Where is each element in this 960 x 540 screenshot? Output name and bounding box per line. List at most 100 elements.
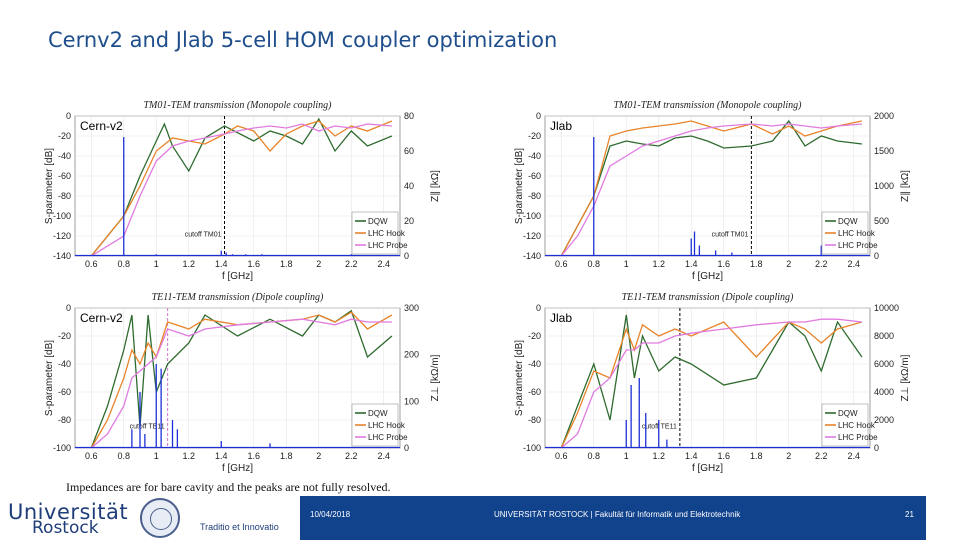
x-tick-label: 0.8 (117, 451, 130, 461)
x-tick-label: 0.6 (85, 451, 98, 461)
x-tick-label: 2.4 (377, 259, 390, 269)
y2-tick-label: 0 (404, 443, 409, 453)
x-tick-label: 1 (154, 259, 159, 269)
legend-label: LHC Probe (838, 241, 878, 250)
y2-tick-label: 1000 (874, 181, 894, 191)
x-axis-label: f [GHz] (692, 271, 723, 282)
y-axis-label: S-parameter [dB] (44, 340, 55, 416)
series-line (560, 120, 863, 257)
y2-tick-label: 4000 (874, 387, 894, 397)
y2-tick-label: 0 (874, 251, 879, 261)
x-tick-label: 1.6 (717, 259, 730, 269)
chart-svg: TM01-TEM transmission (Monopole coupling… (514, 100, 911, 282)
x-tick-label: 2 (316, 451, 321, 461)
plot-area (74, 115, 401, 257)
y2-tick-label: 500 (874, 216, 889, 226)
y-tick-label: -100 (523, 211, 541, 221)
series-line (90, 123, 392, 257)
x-tick-label: 0.6 (555, 259, 568, 269)
x-tick-label: 1 (154, 451, 159, 461)
legend-label: LHC Probe (368, 433, 408, 442)
x-tick-label: 2.4 (377, 451, 390, 461)
y-tick-label: -40 (528, 359, 541, 369)
logo-text-universitat: Universität (8, 500, 129, 524)
y-axis-label: S-parameter [dB] (514, 340, 525, 416)
x-tick-label: 0.8 (587, 259, 600, 269)
chart-title: TM01-TEM transmission (Monopole coupling… (143, 100, 332, 111)
x-tick-label: 1.4 (685, 451, 698, 461)
y2-tick-label: 20 (404, 216, 414, 226)
y-tick-label: 0 (66, 111, 71, 121)
y-tick-label: 0 (66, 303, 71, 313)
legend-label: DQW (838, 409, 858, 418)
x-tick-label: 1.8 (280, 259, 293, 269)
series-line (560, 321, 863, 449)
y-tick-label: -20 (528, 331, 541, 341)
chart-dipole-cern: TE11-TEM transmission (Dipole coupling) 0… (40, 288, 460, 478)
series-line (90, 120, 393, 257)
cutoff-label: cutoff TM01 (712, 231, 749, 238)
y2-tick-label: 2000 (874, 415, 894, 425)
panel-label: Cern-v2 (80, 311, 123, 325)
chart-monopole-cern: TM01-TEM transmission (Monopole coupling… (40, 96, 460, 286)
y-tick-label: -60 (58, 171, 71, 181)
y2-tick-label: 1500 (874, 146, 894, 156)
series-line (560, 123, 862, 257)
x-tick-label: 2.4 (847, 451, 860, 461)
footer: Universität Rostock Traditio et Innovati… (0, 496, 960, 540)
x-tick-label: 2 (786, 451, 791, 461)
y-tick-label: -20 (528, 131, 541, 141)
chart-title: TE11-TEM transmission (Dipole coupling) (622, 292, 794, 303)
legend-label: LHC Hook (838, 421, 876, 430)
panel-label: Jlab (550, 119, 572, 133)
x-tick-label: 1 (624, 259, 629, 269)
x-tick-label: 1.8 (750, 259, 763, 269)
x-tick-label: 1 (624, 451, 629, 461)
x-tick-label: 2 (786, 259, 791, 269)
y-tick-label: -100 (53, 211, 71, 221)
legend-label: LHC Hook (368, 229, 406, 238)
y2-axis-label: Z∥ [kΩ] (900, 170, 911, 202)
panel-label: Jlab (550, 311, 572, 325)
y-tick-label: -20 (58, 331, 71, 341)
series-line (90, 117, 393, 257)
y-tick-label: -80 (58, 191, 71, 201)
legend-label: LHC Probe (368, 241, 408, 250)
impedance-note: Impedances are for bare cavity and the p… (66, 480, 391, 494)
x-tick-label: 1.2 (652, 259, 665, 269)
y2-tick-label: 80 (404, 111, 414, 121)
chart-title: TM01-TEM transmission (Monopole coupling… (613, 100, 802, 111)
y-tick-label: -60 (528, 387, 541, 397)
legend-label: DQW (368, 409, 388, 418)
series-line (560, 318, 862, 449)
y-tick-label: -40 (528, 151, 541, 161)
y-tick-label: -60 (58, 387, 71, 397)
y-tick-label: -40 (58, 151, 71, 161)
x-tick-label: 0.8 (117, 259, 130, 269)
y-tick-label: -20 (58, 131, 71, 141)
y-tick-label: -80 (528, 191, 541, 201)
university-seal-icon (140, 498, 180, 538)
x-tick-label: 1.6 (717, 451, 730, 461)
y2-tick-label: 100 (404, 396, 419, 406)
x-tick-label: 2.2 (345, 451, 358, 461)
y2-tick-label: 0 (404, 251, 409, 261)
y-tick-label: 0 (536, 303, 541, 313)
x-tick-label: 1.4 (685, 259, 698, 269)
chart-svg: TE11-TEM transmission (Dipole coupling) 0… (44, 292, 441, 474)
series-line (560, 119, 862, 257)
footer-institution: UNIVERSITÄT ROSTOCK | Fakultät für Infor… (494, 510, 741, 519)
y-tick-label: -60 (528, 171, 541, 181)
chart-svg: TM01-TEM transmission (Monopole coupling… (44, 100, 441, 282)
y-tick-label: -80 (528, 415, 541, 425)
y2-axis-label: Z⊥ [kΩ/m] (900, 354, 911, 401)
x-tick-label: 1.6 (247, 451, 260, 461)
x-tick-label: 1.4 (215, 259, 228, 269)
chart-dipole-jlab: TE11-TEM transmission (Dipole coupling) 0… (510, 288, 930, 478)
x-tick-label: 1.2 (652, 451, 665, 461)
university-logo: Universität Rostock Traditio et Innovati… (0, 496, 300, 540)
x-tick-label: 2.2 (815, 259, 828, 269)
x-axis-label: f [GHz] (222, 463, 253, 474)
cutoff-label: cutoff TM01 (185, 231, 222, 238)
series-line (90, 311, 393, 449)
